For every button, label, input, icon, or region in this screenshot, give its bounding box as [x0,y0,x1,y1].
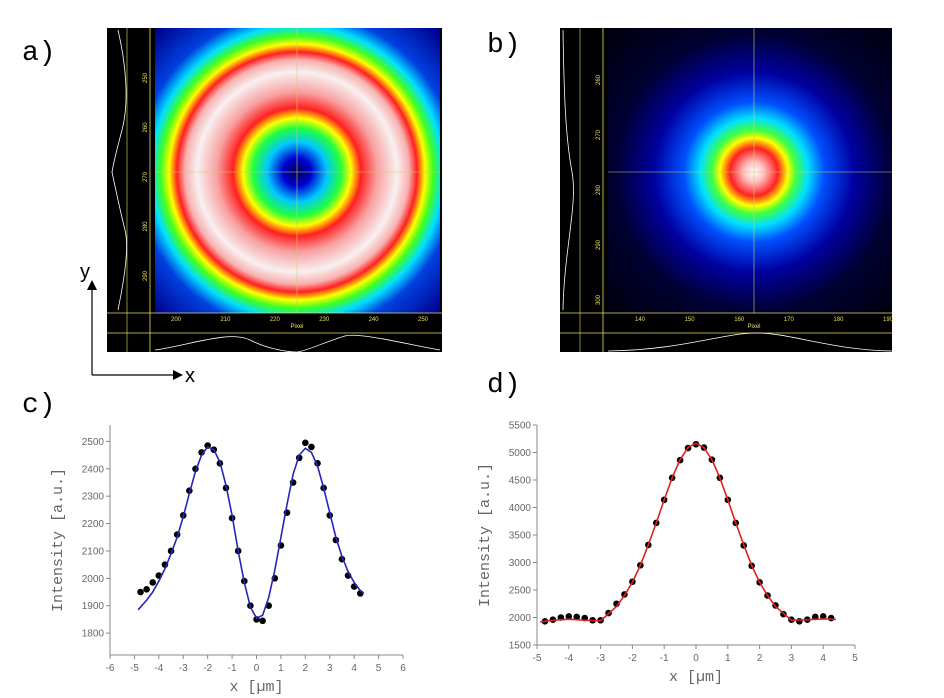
x-tick-label: -1 [228,663,237,674]
x-tick-label: 210 [220,317,231,323]
data-point [565,613,573,620]
y-axis-label: Intensity [a.u.] [477,463,494,607]
x-axis-label: x [µm] [229,679,283,696]
y-tick-label: 280 [143,221,149,232]
y-tick-label: 2500 [82,437,105,448]
y-tick-label: 250 [143,72,149,83]
y-tick-label: 290 [143,270,149,281]
y-tick-label: 1900 [82,601,105,612]
fit-line [540,442,836,623]
panel-label: d) [487,370,521,401]
panel-label: c) [22,390,56,421]
beam-image-b [560,28,893,352]
x-tick-label: 5 [376,663,382,674]
x-tick-label: 1 [278,663,284,674]
y-tick-label: 5000 [509,448,532,459]
data-point [819,613,827,620]
y-tick-label: 280 [596,184,602,195]
x-tick-label: -4 [564,653,573,664]
x-tick-label: 190 [883,317,894,323]
data-point [796,618,803,625]
y-axis-label: Intensity [a.u.] [50,468,67,612]
x-axis-label: Pixel [290,324,303,330]
y-tick-label: 4500 [509,476,532,487]
data-point [302,439,309,447]
x-tick-label: 5 [852,653,858,664]
x-tick-label: -6 [106,663,115,674]
panel-label: b) [487,30,521,61]
x-tick-label: 2 [303,663,309,674]
data-point [149,579,157,586]
y-tick-label: 2400 [82,464,105,475]
y-tick-label: 300 [596,294,602,305]
x-tick-label: 250 [418,317,429,323]
y-tick-label: 1800 [82,629,105,640]
beam-image-a [107,28,442,353]
x-tick-label: -3 [596,653,605,664]
x-tick-label: 4 [351,663,357,674]
x-tick-label: 4 [820,653,826,664]
y-tick-label: 2300 [82,492,105,503]
y-tick-label: 270 [596,129,602,140]
y-tick-label: 1500 [509,641,532,652]
x-tick-label: 2 [757,653,763,664]
y-tick-label: 2000 [82,574,105,585]
y-tick-label: 290 [596,239,602,250]
y-tick-label: 260 [143,122,149,133]
x-tick-label: 140 [635,317,646,323]
x-tick-label: 240 [369,317,380,323]
panel-label: a) [22,38,56,69]
x-tick-label: 1 [725,653,731,664]
x-tick-label: 220 [270,317,281,323]
y-tick-label: 2500 [509,586,532,597]
fit-line [137,445,365,620]
x-tick-label: -5 [130,663,139,674]
y-tick-label: 270 [143,171,149,182]
data-point [137,588,144,596]
y-tick-label: 3500 [509,531,532,542]
x-tick-label: -2 [628,653,637,664]
data-point [308,443,315,451]
x-tick-label: -3 [179,663,188,674]
y-tick-label: 2000 [509,613,532,624]
x-tick-label: -4 [154,663,163,674]
x-tick-label: 3 [327,663,333,674]
x-axis-label: Pixel [747,324,760,330]
x-tick-label: 230 [319,317,330,323]
data-point [573,613,581,621]
data-point [143,585,150,593]
x-tick-label: 150 [685,317,696,323]
arrow-label: y [80,261,90,283]
x-tick-label: 200 [171,317,182,323]
y-tick-label: 2100 [82,546,105,557]
x-tick-label: 0 [693,653,699,664]
x-tick-label: -5 [533,653,542,664]
x-tick-label: 160 [734,317,745,323]
axis-arrows: y x [80,261,195,387]
y-tick-label: 5500 [509,421,532,432]
x-tick-label: 3 [789,653,795,664]
x-axis-label: x [µm] [669,669,723,686]
y-tick-label: 4000 [509,503,532,514]
data-point [259,617,266,625]
data-point [692,440,700,448]
x-tick-label: -2 [203,663,212,674]
x-tick-label: 170 [784,317,795,323]
y-tick-label: 2200 [82,519,105,530]
x-tick-label: 6 [400,663,406,674]
y-tick-label: 3000 [509,558,532,569]
arrow-label: x [185,365,195,387]
y-tick-label: 260 [596,74,602,85]
data-point [827,614,835,622]
x-tick-label: 0 [254,663,260,674]
x-tick-label: -1 [660,653,669,664]
x-tick-label: 180 [833,317,844,323]
